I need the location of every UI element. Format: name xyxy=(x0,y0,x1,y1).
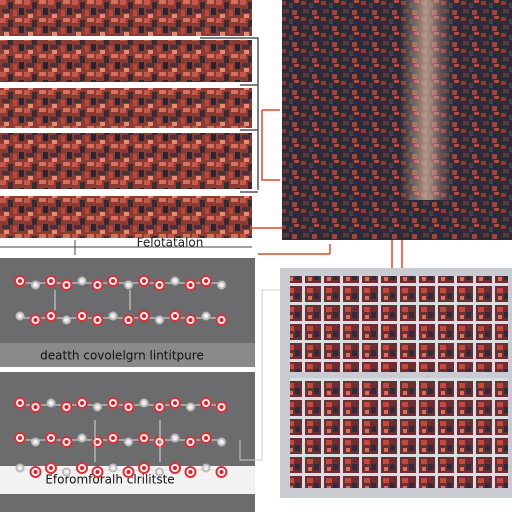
node xyxy=(201,311,211,321)
node-core xyxy=(95,283,100,287)
node-core xyxy=(219,318,224,322)
node-core xyxy=(142,279,146,283)
node-core xyxy=(157,283,162,287)
node-core xyxy=(142,466,146,470)
heatmap-panel xyxy=(282,0,512,240)
connector xyxy=(239,289,290,461)
highlight-band xyxy=(400,0,452,200)
node xyxy=(217,280,226,290)
node xyxy=(31,437,40,447)
node-core xyxy=(219,470,224,474)
node xyxy=(93,402,102,412)
node xyxy=(170,276,180,286)
node xyxy=(15,311,25,321)
node-core xyxy=(142,436,146,440)
node-core xyxy=(111,436,115,440)
caption-strip xyxy=(0,343,255,367)
node xyxy=(62,315,71,325)
node-core xyxy=(18,401,22,405)
node xyxy=(124,437,133,447)
node-core xyxy=(188,440,193,444)
stripe xyxy=(0,40,252,82)
connector xyxy=(258,240,403,268)
node xyxy=(186,402,195,412)
node-core xyxy=(64,283,69,287)
node-core xyxy=(18,279,22,283)
node xyxy=(124,280,133,290)
node-core xyxy=(204,436,208,440)
node-core xyxy=(64,405,69,409)
node-core xyxy=(33,405,38,409)
stripe-panels xyxy=(0,0,282,238)
node-core xyxy=(49,314,53,318)
node-core xyxy=(80,401,84,405)
node-core xyxy=(33,470,38,474)
node xyxy=(201,463,211,473)
node-core xyxy=(80,466,84,470)
node-core xyxy=(95,470,100,474)
node xyxy=(31,280,40,290)
node-core xyxy=(188,470,193,474)
node-core xyxy=(80,314,84,318)
node-core xyxy=(18,436,22,440)
node-core xyxy=(173,466,177,470)
node-core xyxy=(173,401,177,405)
node xyxy=(155,315,164,325)
node-core xyxy=(126,405,131,409)
node-core xyxy=(142,314,146,318)
stripe xyxy=(0,133,252,189)
node-network xyxy=(14,275,228,478)
node xyxy=(62,467,71,477)
node-core xyxy=(219,405,224,409)
connector xyxy=(200,37,259,193)
stripe xyxy=(0,0,252,36)
node xyxy=(155,467,164,477)
node xyxy=(139,398,149,408)
node-core xyxy=(95,440,100,444)
node xyxy=(15,463,25,473)
connector xyxy=(250,109,282,229)
node-core xyxy=(49,279,53,283)
node-core xyxy=(95,318,100,322)
stripe xyxy=(0,196,252,238)
caption: Felotatalon xyxy=(137,236,204,250)
node-core xyxy=(204,401,208,405)
caption: deatth covolelgrn lintitpure xyxy=(40,349,204,363)
node xyxy=(170,433,180,443)
node-core xyxy=(49,466,53,470)
node-core xyxy=(126,318,131,322)
node-core xyxy=(126,470,131,474)
node-core xyxy=(157,405,162,409)
node xyxy=(46,398,56,408)
node-core xyxy=(204,279,208,283)
node-core xyxy=(188,318,193,322)
node xyxy=(77,276,87,286)
node-core xyxy=(33,318,38,322)
node xyxy=(217,437,226,447)
cell-grid xyxy=(290,378,508,488)
node-core xyxy=(188,283,193,287)
node-core xyxy=(49,436,53,440)
caption: Eforomforalh clrilitste xyxy=(45,473,174,487)
node-core xyxy=(111,279,115,283)
stripe xyxy=(0,88,252,128)
node-core xyxy=(111,401,115,405)
node xyxy=(77,433,87,443)
node xyxy=(108,463,118,473)
cell-grid xyxy=(290,276,508,372)
node-core xyxy=(173,314,177,318)
node xyxy=(108,311,118,321)
node-core xyxy=(64,440,69,444)
